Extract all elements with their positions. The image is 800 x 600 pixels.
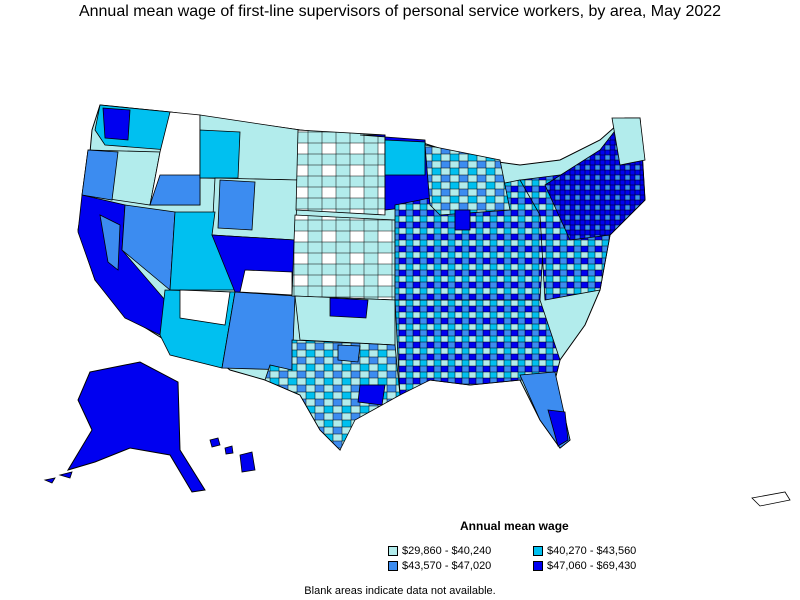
region-alaska-islands	[43, 471, 73, 484]
region-idaho-south	[149, 174, 201, 206]
region-dakotas	[295, 129, 386, 216]
region-houston	[357, 384, 386, 406]
region-south	[394, 299, 561, 396]
legend-item-1: $29,860 - $40,240	[388, 545, 491, 557]
legend-title: Annual mean wage	[460, 519, 569, 533]
region-new-mexico	[221, 291, 296, 371]
legend-label-3: $43,570 - $47,020	[402, 560, 492, 572]
region-oklahoma-city	[329, 297, 369, 319]
region-minnesota-north	[384, 139, 426, 176]
region-florida-south	[547, 409, 569, 447]
legend-swatch-3	[388, 561, 398, 571]
legend-label-1: $29,860 - $40,240	[402, 545, 492, 557]
region-texas	[264, 339, 401, 451]
legend-item-3: $43,570 - $47,020	[388, 560, 491, 572]
region-alaska	[66, 361, 206, 493]
legend-item-4: $47,060 - $69,430	[533, 560, 636, 572]
legend-label-2: $40,270 - $43,560	[547, 545, 637, 557]
region-california-central	[99, 214, 121, 271]
no-data-note: Blank areas indicate data not available.	[304, 585, 496, 597]
region-seattle	[102, 107, 131, 141]
legend-swatch-1	[388, 546, 398, 556]
region-nebraska-kansas	[291, 214, 396, 301]
region-wyoming-west	[217, 179, 256, 231]
map-title: Annual mean wage of first-line superviso…	[78, 3, 722, 20]
region-chicago	[454, 209, 471, 231]
legend-swatch-4	[533, 561, 543, 571]
region-puerto-rico	[751, 491, 791, 507]
region-montana-west	[199, 129, 241, 179]
region-dallas	[337, 344, 361, 363]
region-oregon-west	[81, 149, 119, 201]
legend-label-4: $47,060 - $69,430	[547, 560, 637, 572]
region-colorado-south	[239, 269, 293, 296]
region-hawaii	[209, 437, 256, 473]
region-wisconsin-michigan	[424, 144, 511, 216]
region-arizona-north	[179, 289, 231, 326]
legend-item-2: $40,270 - $43,560	[533, 545, 636, 557]
legend-swatch-2	[533, 546, 543, 556]
region-maine	[611, 117, 646, 166]
